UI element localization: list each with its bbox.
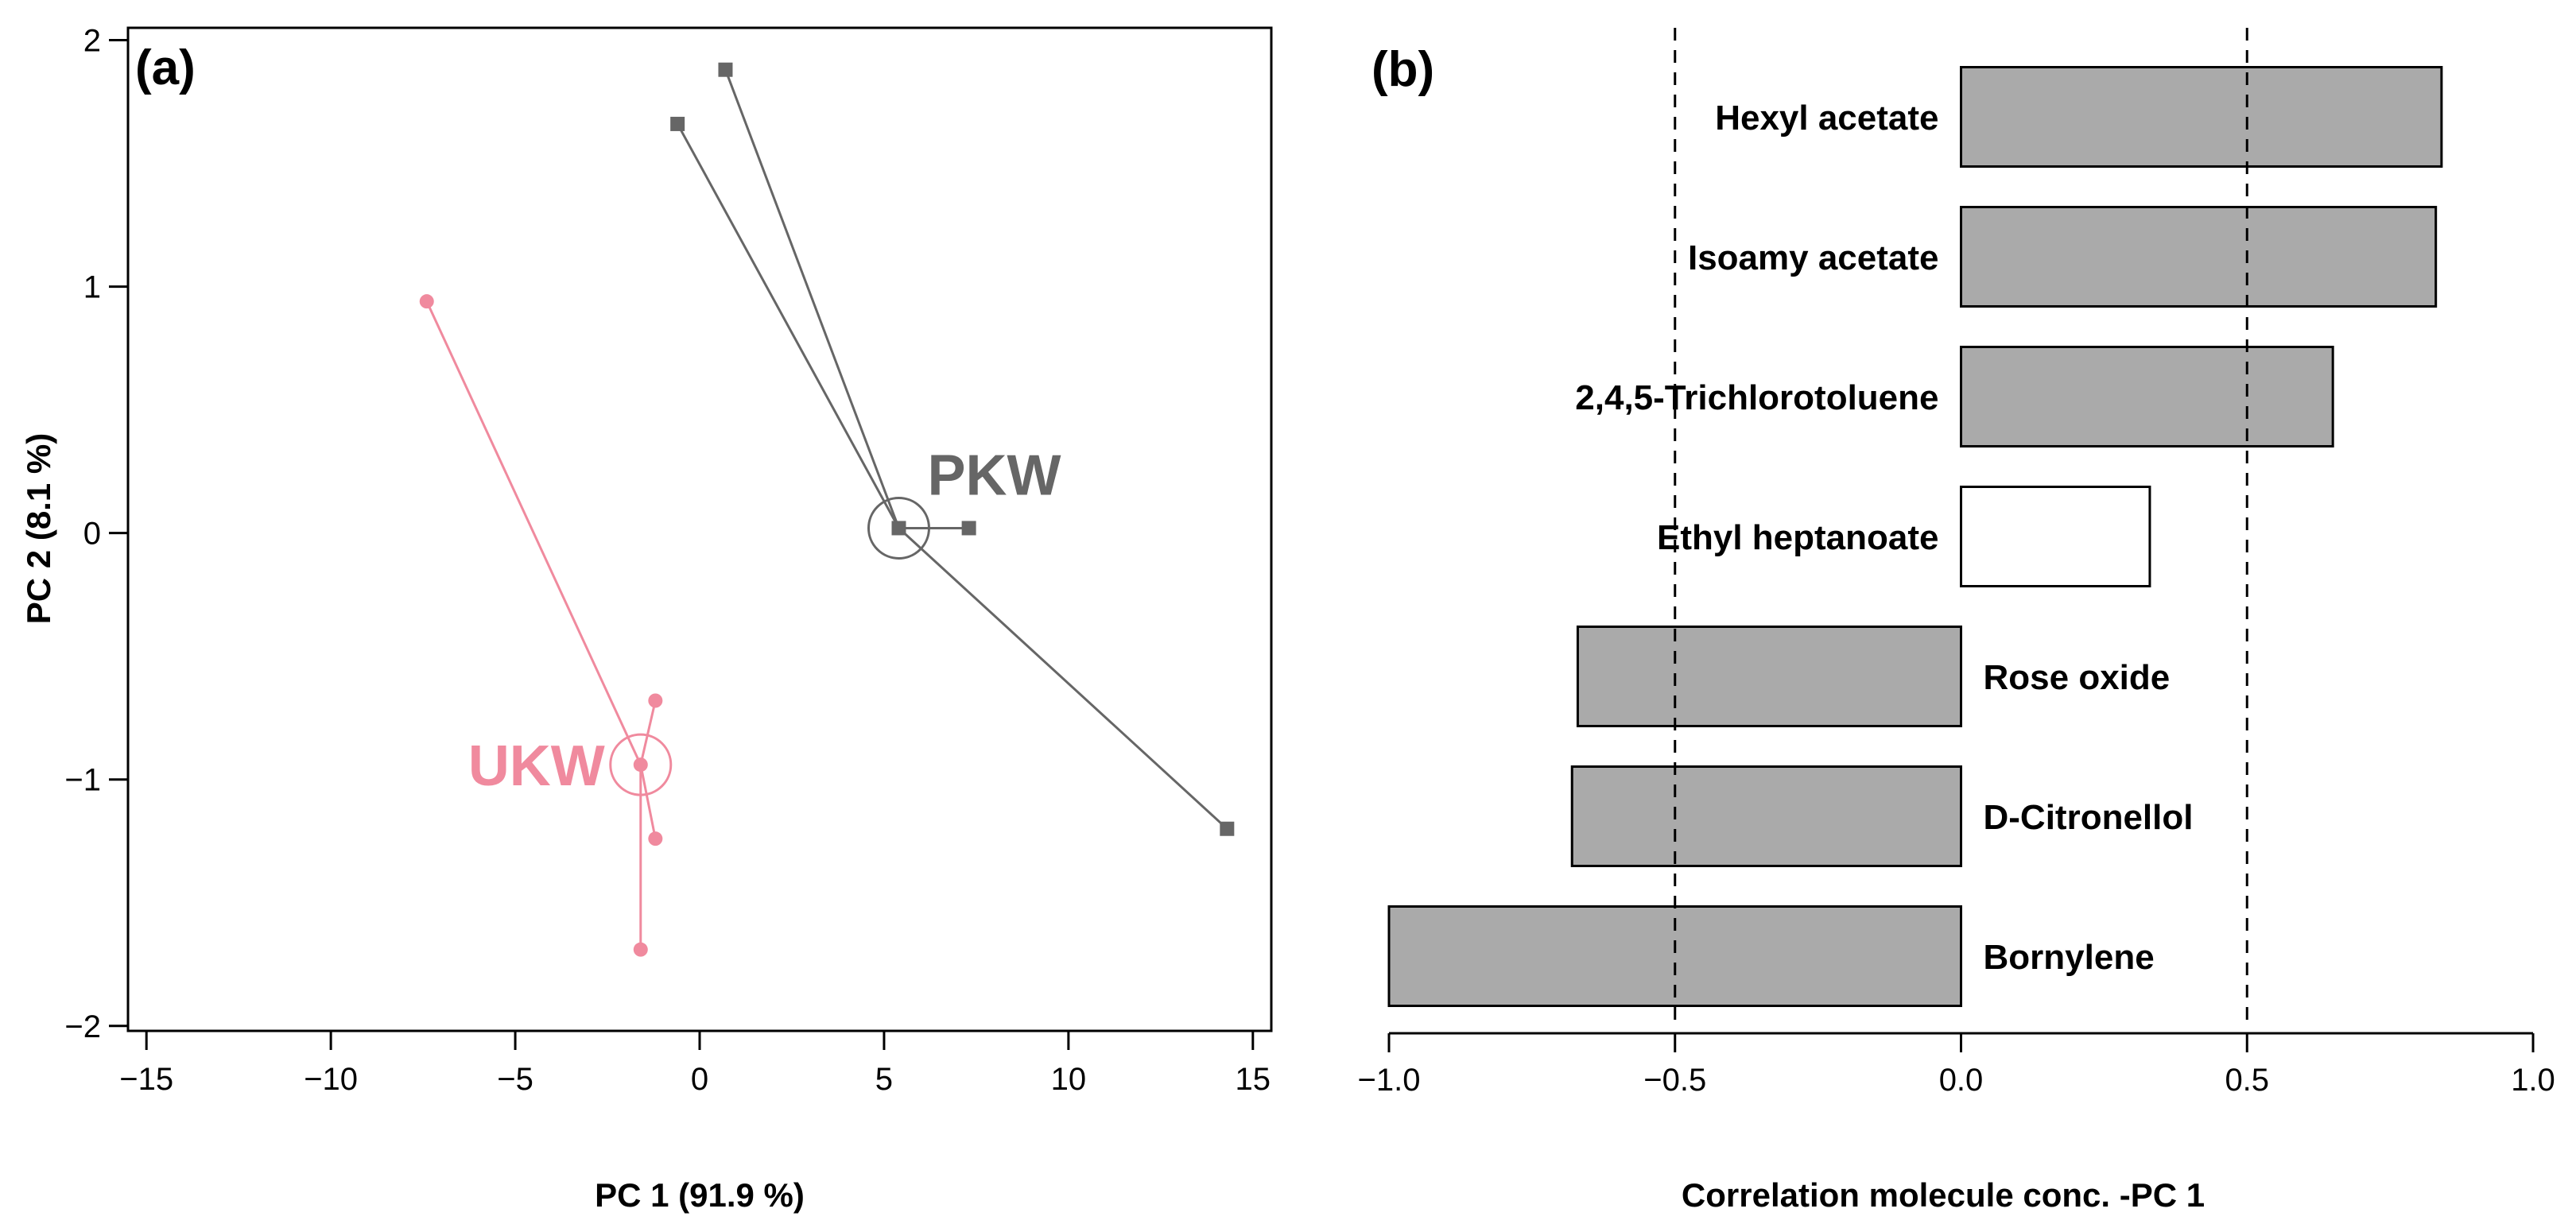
correlation-bar [1960, 486, 2151, 587]
correlation-bar [1570, 765, 1962, 867]
y-tick-label: −1 [64, 763, 101, 798]
group-spoke-line [898, 527, 1228, 830]
correlation-bars [1387, 66, 2443, 1007]
pca-points: PKW UKW [419, 62, 1235, 957]
pca-plot-frame [126, 26, 1273, 1032]
correlation-bar [1576, 626, 1963, 727]
x-tick-label: −15 [119, 1062, 173, 1097]
x-tick-label: 15 [1236, 1062, 1271, 1097]
reference-lines [1674, 28, 2248, 1025]
group-spoke-line [639, 700, 657, 765]
x-tick-label: 0 [691, 1062, 708, 1097]
sample-point [633, 942, 648, 957]
bar-label: Bornylene [1984, 938, 2155, 977]
bar-label: Hexyl acetate [1715, 99, 1938, 138]
bar-label: D-Citronellol [1984, 798, 2194, 837]
group-spoke-line [676, 123, 900, 529]
bar-labels: Hexyl acetate Isoamy acetate 2,4,5-Trichlo… [1575, 99, 2193, 977]
pca-x-axis-title: PC 1 (91.9 %) [595, 1176, 805, 1214]
pca-y-axis: −2 −1 0 1 2 [64, 24, 128, 1044]
centroid-point [633, 757, 648, 773]
centroid-point [891, 521, 906, 536]
bar-label: Rose oxide [1984, 658, 2171, 697]
sample-point [718, 62, 733, 77]
group-spoke-line [724, 69, 900, 529]
centroid-ring [867, 496, 930, 560]
centroid-ring [609, 733, 673, 796]
bar-label: Ethyl heptanoate [1657, 518, 1939, 557]
pca-x-axis: −15 −10 −5 0 5 10 15 [119, 1031, 1271, 1097]
x-tick-label: 5 [875, 1062, 893, 1097]
panel-a-label: (a) [135, 41, 196, 95]
group-label-pkw: PKW [927, 444, 1061, 507]
sample-point [648, 831, 663, 846]
sample-point [670, 116, 685, 131]
x-tick-label: −10 [304, 1062, 358, 1097]
panel-b-label: (b) [1371, 42, 1434, 97]
x-tick-label: −0.5 [1643, 1063, 1706, 1098]
pca-lines [425, 69, 1228, 950]
y-tick-label: 1 [83, 270, 101, 305]
group-label-ukw: UKW [468, 734, 605, 798]
x-tick-label: 0.5 [2225, 1063, 2269, 1098]
correlation-bar [1960, 66, 2443, 168]
y-tick-label: 0 [83, 517, 101, 552]
correlation-x-axis: −1.0 −0.5 0.0 0.5 1.0 [1358, 1032, 2555, 1098]
correlation-panel: Hexyl acetate Isoamy acetate 2,4,5-Trichlo… [1358, 28, 2555, 1214]
correlation-bar [1960, 206, 2438, 308]
sample-point [1220, 821, 1235, 836]
x-tick-label: −5 [497, 1062, 533, 1097]
sample-point [961, 521, 976, 536]
sample-point [419, 294, 434, 309]
sample-point [648, 693, 663, 708]
bar-label: Isoamy acetate [1688, 238, 1939, 277]
x-tick-label: −1.0 [1358, 1063, 1421, 1098]
y-tick-label: −2 [64, 1009, 101, 1044]
group-spoke-line [639, 764, 657, 839]
group-spoke-line [425, 300, 642, 765]
x-tick-label: 0.0 [1939, 1063, 1984, 1098]
correlation-bar [1960, 346, 2334, 447]
y-tick-label: 2 [83, 24, 101, 59]
x-tick-label: 10 [1051, 1062, 1087, 1097]
x-tick-label: 1.0 [2511, 1063, 2555, 1098]
pca-y-axis-title: PC 2 (8.1 %) [20, 433, 57, 624]
correlation-x-axis-title: Correlation molecule conc. -PC 1 [1682, 1176, 2205, 1214]
bar-label: 2,4,5-Trichlorotoluene [1575, 378, 1938, 417]
